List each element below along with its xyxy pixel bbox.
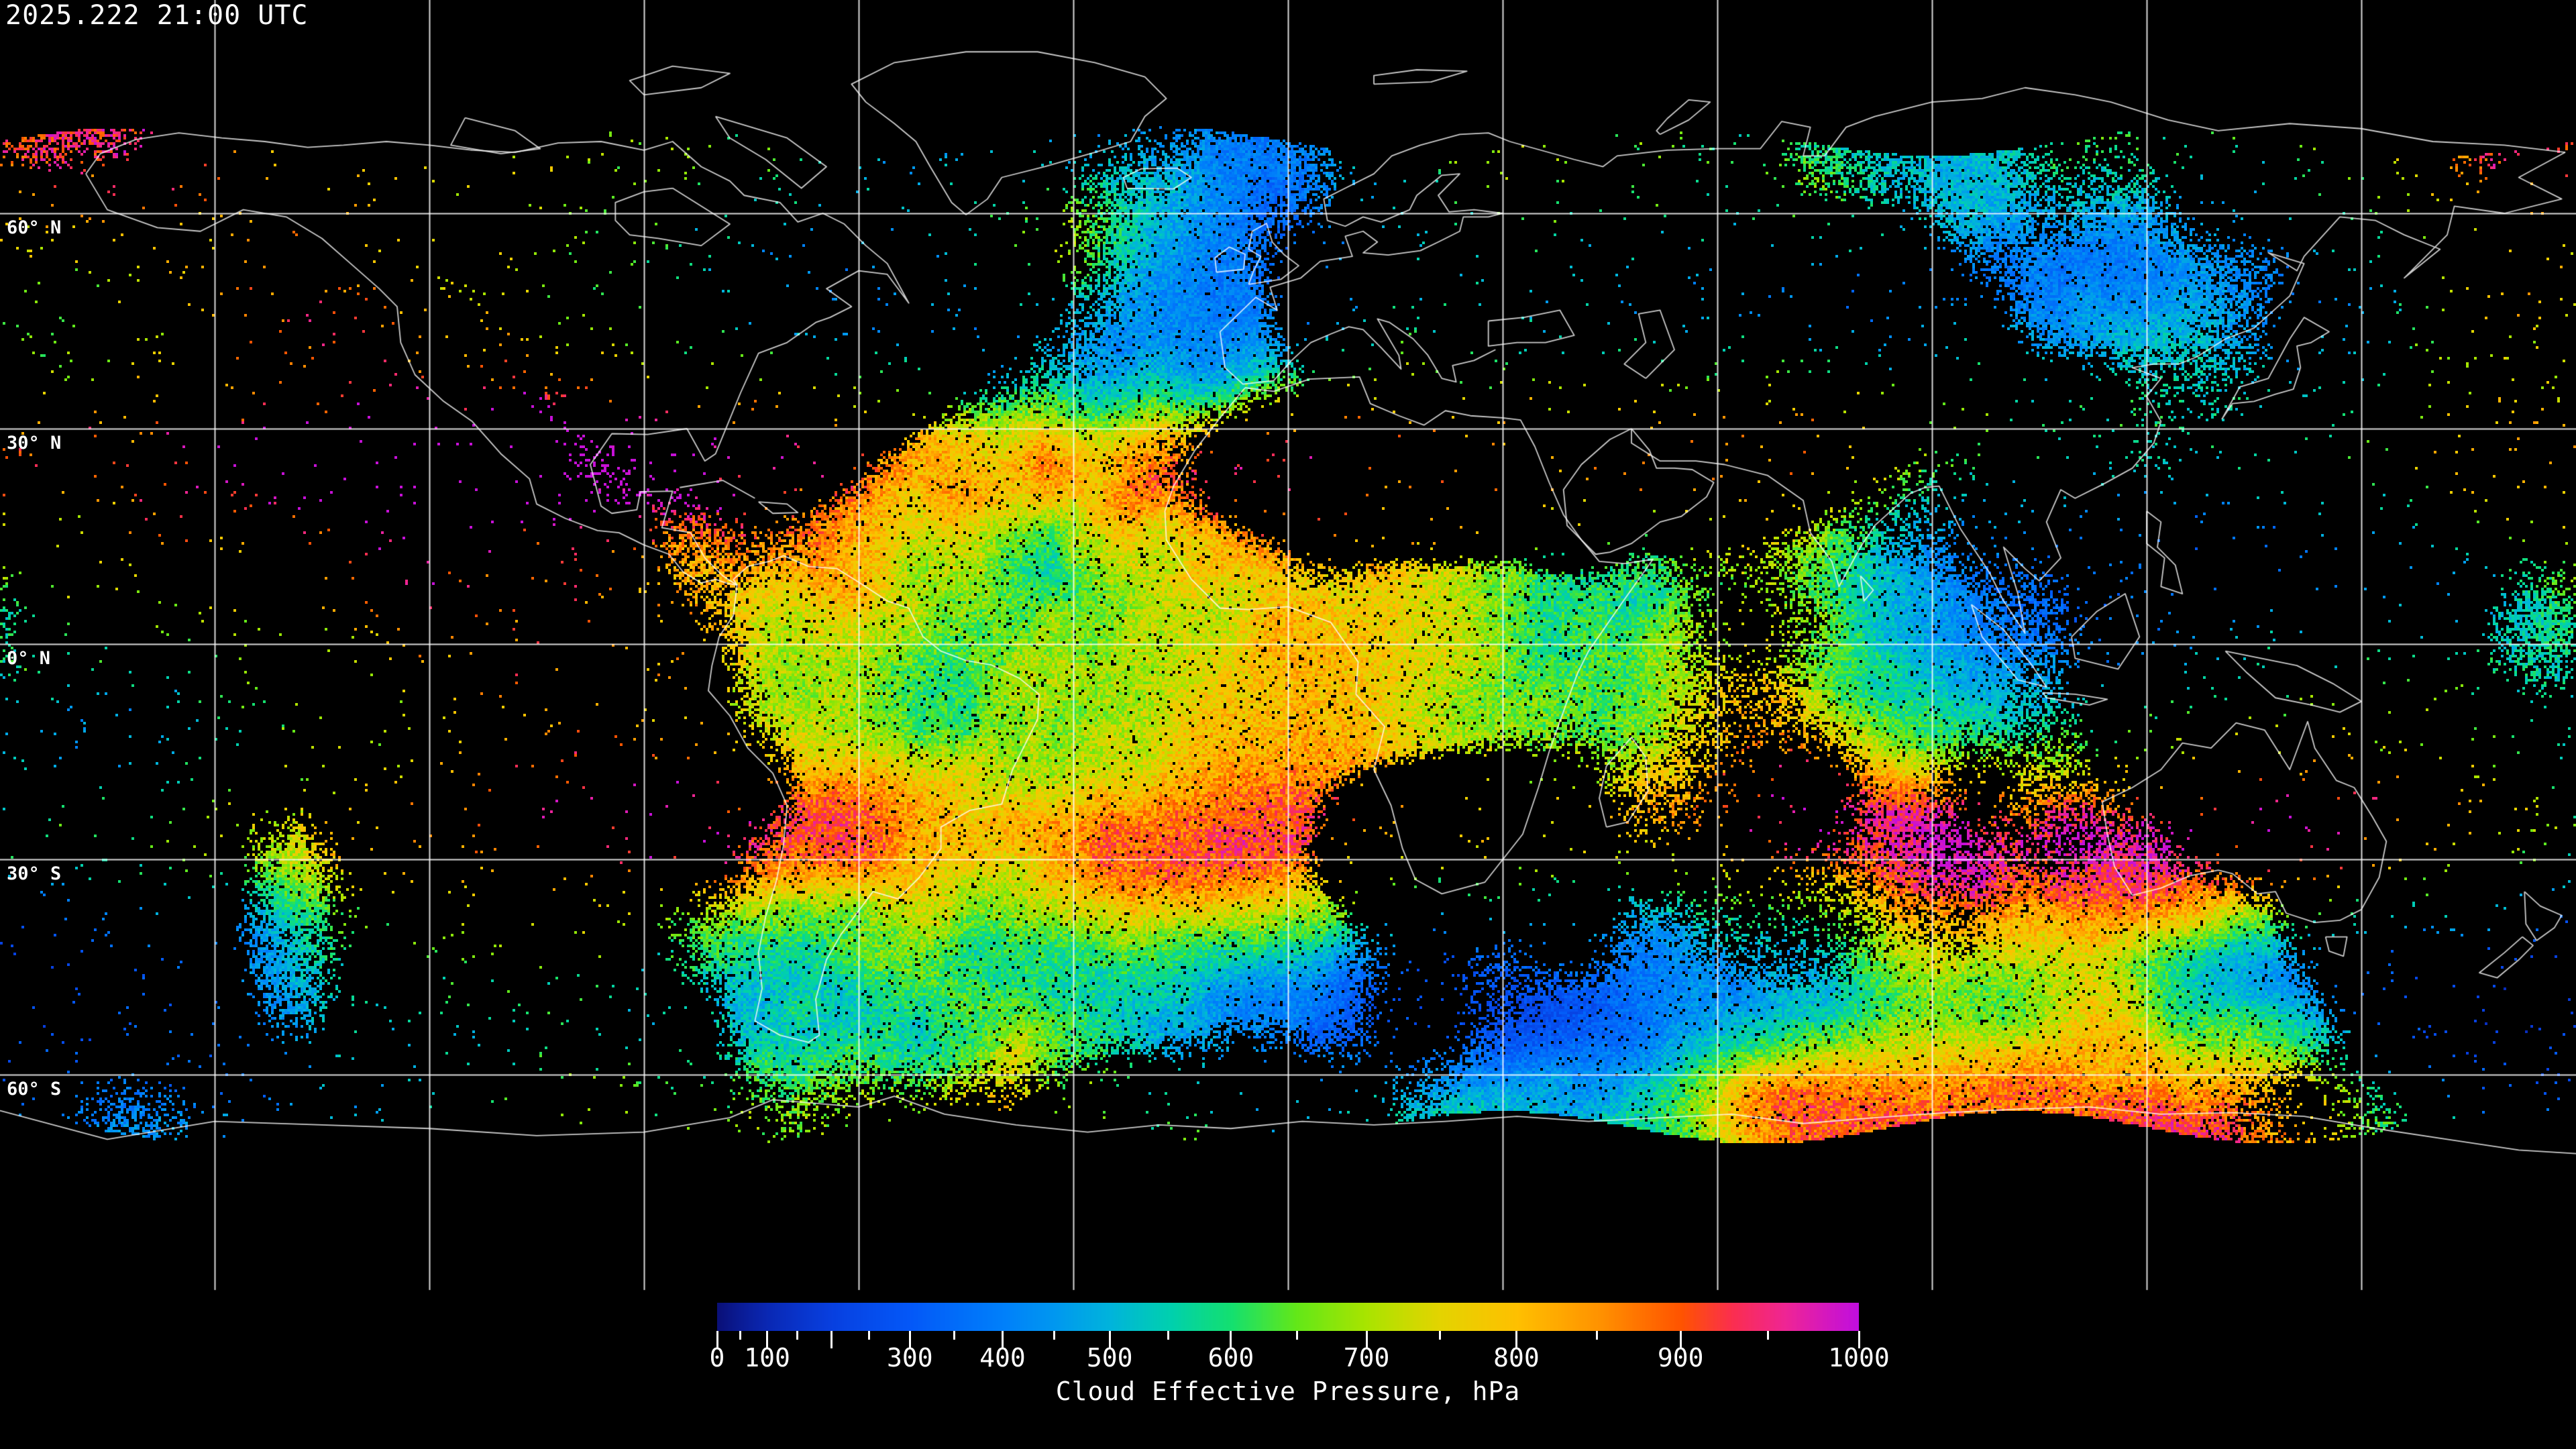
colorbar-tick-label: 100 bbox=[744, 1343, 790, 1373]
colorbar-minor-tick bbox=[739, 1331, 742, 1340]
colorbar: 0 100 300 400 500 600 700 800 900 1000 Cloud Effe… bbox=[0, 0, 2576, 1406]
latitude-label: 0° N bbox=[7, 648, 51, 669]
colorbar-major-tick bbox=[1002, 1331, 1004, 1348]
colorbar-major-tick bbox=[1230, 1331, 1232, 1348]
colorbar-major-tick bbox=[766, 1331, 769, 1348]
colorbar-major-tick bbox=[1858, 1331, 1860, 1348]
colorbar-minor-tick bbox=[1053, 1331, 1056, 1340]
latitude-label: 30° S bbox=[7, 863, 62, 884]
colorbar-minor-tick bbox=[1167, 1331, 1170, 1340]
colorbar-major-tick bbox=[716, 1331, 718, 1348]
colorbar-tick-label: 700 bbox=[1343, 1343, 1390, 1373]
colorbar-tick-label: 0 bbox=[709, 1343, 725, 1373]
colorbar-major-tick bbox=[1108, 1331, 1111, 1348]
latitude-label: 60° S bbox=[7, 1079, 62, 1099]
timestamp-label: 2025.222 21:00 UTC bbox=[5, 0, 309, 31]
colorbar-gradient bbox=[717, 1303, 1859, 1331]
colorbar-major-tick bbox=[908, 1331, 911, 1348]
colorbar-major-tick bbox=[1515, 1331, 1517, 1348]
colorbar-minor-tick bbox=[867, 1331, 870, 1340]
colorbar-tick-label: 600 bbox=[1208, 1343, 1254, 1373]
colorbar-minor-tick bbox=[1295, 1331, 1298, 1340]
latitude-label: 30° N bbox=[7, 433, 62, 453]
colorbar-tick-label: 1000 bbox=[1828, 1343, 1890, 1373]
colorbar-minor-tick bbox=[1766, 1331, 1769, 1340]
grid-coastline-overlay bbox=[0, 0, 2576, 1291]
colorbar-minor-tick bbox=[1595, 1331, 1598, 1340]
colorbar-major-tick bbox=[1679, 1331, 1682, 1348]
colorbar-tick-label: 500 bbox=[1086, 1343, 1133, 1373]
colorbar-major-tick bbox=[830, 1331, 833, 1348]
colorbar-minor-tick bbox=[953, 1331, 956, 1340]
colorbar-minor-tick bbox=[796, 1331, 799, 1340]
colorbar-major-tick bbox=[1365, 1331, 1368, 1348]
colorbar-tick-label: 800 bbox=[1493, 1343, 1540, 1373]
colorbar-tick-label: 900 bbox=[1657, 1343, 1704, 1373]
colorbar-minor-tick bbox=[1438, 1331, 1441, 1340]
colorbar-title: Cloud Effective Pressure, hPa bbox=[1055, 1377, 1521, 1406]
colorbar-tick-label: 300 bbox=[886, 1343, 933, 1373]
colorbar-tick-label: 400 bbox=[979, 1343, 1026, 1373]
latitude-label: 60° N bbox=[7, 217, 62, 238]
